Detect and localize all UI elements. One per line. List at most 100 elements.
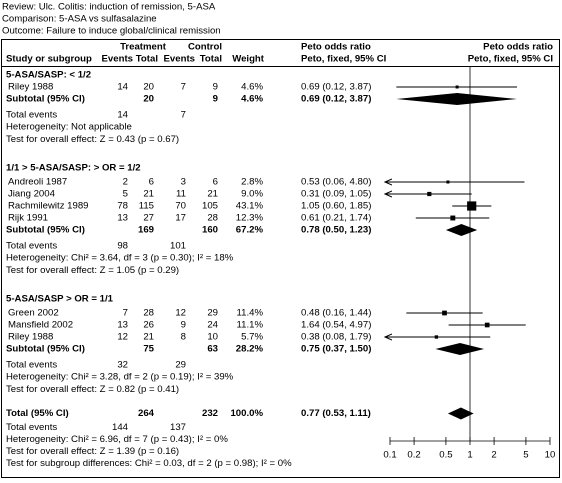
x-tick-label: 2 <box>491 450 496 461</box>
table-border <box>1 39 560 478</box>
cell: 98 <box>117 241 128 252</box>
overall-effect: Test for overall effect: Z = 0.43 (p = 0… <box>6 134 179 145</box>
col-head: Weight <box>232 54 265 65</box>
subtotal-label: Subtotal (95% CI) <box>6 344 85 355</box>
cell: 6 <box>213 177 218 188</box>
events-label: Total events <box>6 110 57 121</box>
heterogeneity: Heterogeneity: Not applicable <box>6 122 132 133</box>
cell: 9.0% <box>241 189 263 200</box>
events-label: Total events <box>6 241 57 252</box>
subtotal-label: Total (95% CI) <box>6 408 69 419</box>
cell: 11.4% <box>237 308 264 319</box>
col-head: Total <box>200 54 222 65</box>
cell: 12.3% <box>236 213 264 224</box>
x-tick-label: 0.2 <box>407 450 420 461</box>
cell: 12 <box>175 308 186 319</box>
study-name: Jiang 2004 <box>8 189 56 200</box>
ci-text: 0.69 (0.12, 3.87) <box>301 82 371 93</box>
col-head: Peto, fixed, 95% CI <box>301 54 387 65</box>
cell: 8 <box>181 332 186 343</box>
study-square <box>434 335 439 339</box>
study-name: Mansfield 2002 <box>8 320 73 331</box>
ci-text: 0.69 (0.12, 3.87) <box>301 94 371 105</box>
cell: 9 <box>181 320 186 331</box>
review: Review: Ulc. Colitis: induction of remis… <box>2 2 216 13</box>
ci-text: 0.53 (0.06, 4.80) <box>301 177 371 188</box>
diamond <box>396 93 518 105</box>
ci-text: 0.61 (0.21, 1.74) <box>301 213 371 224</box>
overall-effect: Test for overall effect: Z = 1.39 (p = 0… <box>6 446 179 457</box>
study-square <box>446 180 450 184</box>
cell: 11 <box>176 189 186 200</box>
cell: 169 <box>138 225 154 236</box>
col-head: Events <box>102 54 133 65</box>
cell: 29 <box>207 308 218 319</box>
x-tick-label: 10 <box>545 450 556 461</box>
events-label: Total events <box>6 422 57 433</box>
study-name: Riley 1988 <box>8 332 53 343</box>
col-head: Peto odds ratio <box>301 42 371 53</box>
cell: 100.0% <box>230 408 263 419</box>
x-tick-label: 0.5 <box>439 450 452 461</box>
cell: 105 <box>202 201 218 212</box>
x-tick-label: 5 <box>523 450 528 461</box>
cell: 3 <box>181 177 186 188</box>
cell: 232 <box>202 408 218 419</box>
study-square <box>427 191 432 197</box>
cell: 2.8% <box>241 177 263 188</box>
ci-text: 0.78 (0.50, 1.23) <box>301 225 371 236</box>
cell: 2 <box>123 177 128 188</box>
col-head: Total <box>136 54 158 65</box>
cell: 5 <box>123 189 128 200</box>
cell: 11.1% <box>237 320 264 331</box>
cell: 28 <box>143 308 154 319</box>
cell: 13 <box>117 320 128 331</box>
subgroup-title: 5-ASA/SASP: < 1/2 <box>6 70 91 81</box>
cell: 20 <box>143 94 154 105</box>
diamond <box>435 343 485 355</box>
cell: 13 <box>117 213 128 224</box>
cell: 27 <box>143 213 154 224</box>
cell: 137 <box>170 422 186 433</box>
cell: 9 <box>213 94 218 105</box>
cell: 9 <box>213 82 218 93</box>
heterogeneity: Heterogeneity: Chi² = 3.28, df = 2 (p = … <box>6 372 234 383</box>
study-square <box>455 85 459 89</box>
overall-effect: Test for overall effect: Z = 1.05 (p = 0… <box>6 265 179 276</box>
cell: 28.2% <box>236 344 264 355</box>
x-tick-label: 0.1 <box>383 450 396 461</box>
cell: 7 <box>181 82 186 93</box>
cell: 32 <box>117 360 128 371</box>
cell: 24 <box>207 320 218 331</box>
ci-text: 1.05 (0.60, 1.85) <box>301 201 371 212</box>
cell: 12 <box>117 332 128 343</box>
heterogeneity: Heterogeneity: Chi² = 6.96, df = 7 (p = … <box>6 434 228 445</box>
x-tick-label: 1 <box>467 450 472 461</box>
cell: 75 <box>143 344 154 355</box>
cell: 70 <box>175 201 186 212</box>
col-head: Peto, fixed, 95% CI <box>468 54 554 65</box>
cell: 78 <box>117 201 128 212</box>
col-head: Events <box>164 54 195 65</box>
subgroup-diff: Test for subgroup differences: Chi² = 0.… <box>6 458 292 469</box>
cell: 14 <box>117 110 128 121</box>
cell: 21 <box>207 189 218 200</box>
cell: 29 <box>175 360 186 371</box>
study-name: Andreoli 1987 <box>8 177 67 188</box>
subgroup-title: 5-ASA/SASP > OR = 1/1 <box>6 294 114 305</box>
cell: 4.6% <box>241 82 263 93</box>
ci-text: 1.64 (0.54, 4.97) <box>301 320 371 331</box>
cell: 67.2% <box>236 225 264 236</box>
cell: 26 <box>143 320 154 331</box>
cell: 14 <box>117 82 128 93</box>
cell: 63 <box>207 344 218 355</box>
study-square <box>450 215 456 221</box>
cell: 264 <box>138 408 155 419</box>
diamond <box>447 407 474 420</box>
study-square <box>484 322 490 328</box>
subgroup-title: 1/1 > 5-ASA/SASP: > OR = 1/2 <box>6 163 141 174</box>
study-square <box>442 310 447 316</box>
study-name: Rijk 1991 <box>8 213 48 224</box>
diamond <box>445 224 478 236</box>
